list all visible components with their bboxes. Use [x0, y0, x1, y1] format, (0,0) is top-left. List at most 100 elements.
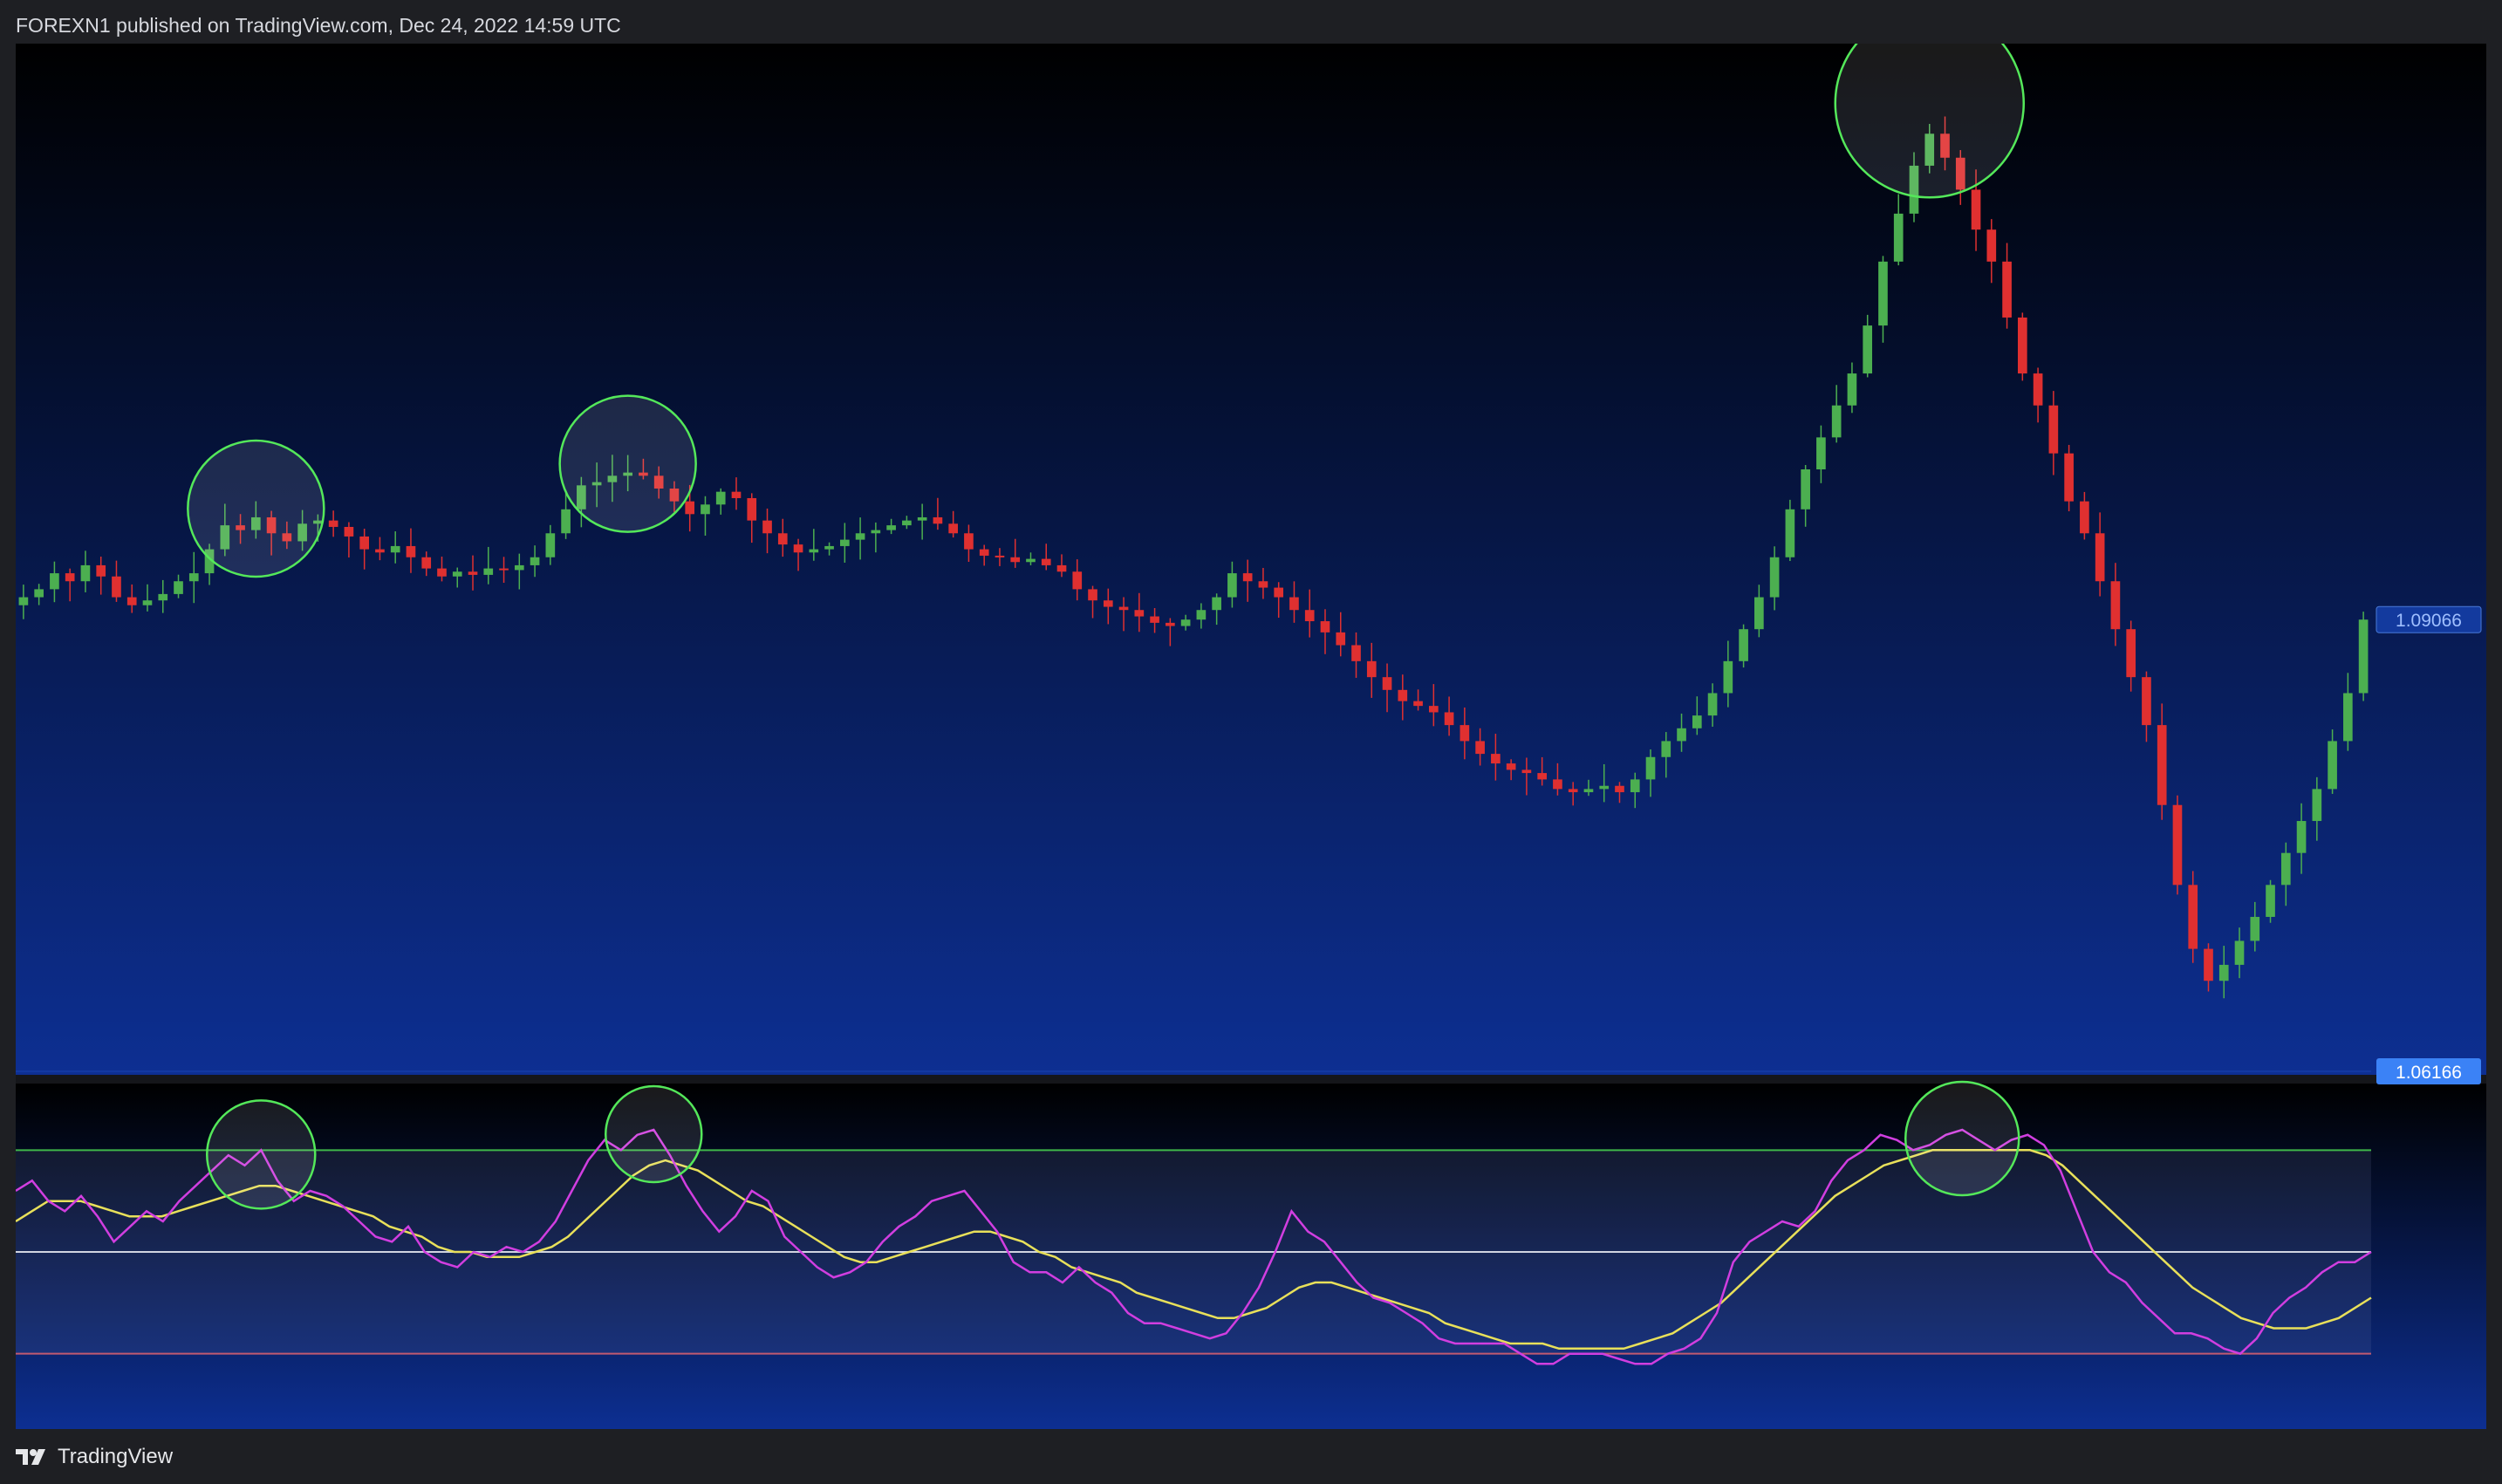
- candle-body: [2204, 948, 2213, 981]
- candle: [1041, 544, 1051, 571]
- tradingview-brand[interactable]: TradingView: [58, 1445, 174, 1468]
- candle: [1553, 763, 1562, 796]
- chart-canvas[interactable]: 1.09066 1.06166: [16, 44, 2486, 1429]
- candle: [2110, 563, 2121, 646]
- rsi-line: [16, 1128, 2372, 1365]
- candle: [1289, 581, 1299, 623]
- candle-body: [2095, 533, 2105, 582]
- candle: [236, 514, 245, 544]
- price-pane-background: [16, 44, 2486, 1075]
- candle: [1630, 772, 1640, 809]
- candle-body: [1769, 557, 1780, 598]
- candle-body: [1893, 213, 1904, 262]
- candle-body: [50, 573, 59, 590]
- candle-body: [530, 557, 540, 565]
- candle-body: [871, 530, 881, 534]
- candle: [18, 585, 29, 619]
- candle: [577, 476, 586, 528]
- candle: [964, 524, 974, 562]
- candle-body: [1041, 558, 1051, 565]
- candle: [328, 510, 338, 537]
- highlight-circles: [187, 44, 2025, 578]
- candle-body: [1475, 741, 1485, 755]
- candle-body: [126, 597, 137, 605]
- candle-body: [1118, 606, 1129, 611]
- candle: [1878, 256, 1888, 343]
- rsi-highlight-circle: [605, 1084, 703, 1184]
- candle-body: [1026, 558, 1036, 563]
- candle: [1677, 713, 1686, 752]
- candle-body: [2188, 885, 2198, 949]
- candle-body: [1429, 706, 1439, 713]
- candle: [2204, 943, 2213, 992]
- candle: [1739, 624, 1748, 668]
- candle: [701, 496, 710, 536]
- candle-body: [297, 523, 307, 542]
- candle-body: [112, 576, 121, 598]
- candle-body: [1180, 619, 1191, 626]
- candle-body: [1366, 660, 1377, 678]
- candle-body: [1134, 610, 1145, 617]
- candle-body: [1506, 763, 1516, 770]
- candle-body: [762, 520, 772, 534]
- candle: [2343, 673, 2353, 751]
- rsi-pane[interactable]: [16, 1080, 2486, 1429]
- highlight-circle: [187, 439, 325, 578]
- candle-body: [2126, 629, 2136, 678]
- candle-body: [1831, 405, 1842, 438]
- candle-body: [979, 549, 989, 556]
- candle: [1429, 684, 1439, 727]
- candle: [1242, 559, 1253, 602]
- candle-body: [1289, 597, 1299, 611]
- candle-body: [1413, 701, 1423, 707]
- candle-body: [1754, 597, 1764, 630]
- candle-body: [1088, 589, 1097, 601]
- candle-body: [1444, 712, 1454, 726]
- candle: [1118, 597, 1129, 632]
- candle-body: [2064, 453, 2074, 502]
- chart-frame[interactable]: 1.09066 1.06166: [16, 44, 2486, 1429]
- candle: [112, 560, 121, 602]
- candle-body: [80, 564, 91, 582]
- candle: [1491, 734, 1501, 781]
- candle: [561, 491, 571, 539]
- candle-body: [964, 533, 974, 550]
- tradingview-logo-icon[interactable]: [16, 1447, 49, 1467]
- candle-body: [483, 568, 494, 575]
- candle-body: [1242, 573, 1253, 582]
- candle: [1351, 632, 1361, 678]
- candle: [2080, 491, 2089, 540]
- candle: [2234, 927, 2245, 979]
- candle: [50, 561, 59, 603]
- candle-body: [1320, 621, 1330, 633]
- candle: [933, 497, 943, 530]
- price-pane[interactable]: [16, 44, 2486, 1075]
- candle: [174, 574, 183, 598]
- candle: [1398, 674, 1408, 721]
- candle-body: [328, 520, 338, 527]
- candle-body: [701, 504, 710, 515]
- candle-body: [2328, 741, 2337, 790]
- candle-body: [1909, 165, 1919, 214]
- candlestick-series: [18, 116, 2369, 999]
- candle-body: [2048, 405, 2059, 454]
- candle: [65, 568, 75, 602]
- candle: [1615, 782, 1624, 804]
- candle-body: [2110, 581, 2121, 630]
- candle-body: [809, 549, 819, 553]
- candle: [1413, 689, 1423, 711]
- candle: [1134, 592, 1145, 633]
- candle-body: [359, 536, 369, 550]
- candle: [591, 462, 602, 508]
- candle: [1196, 603, 1207, 629]
- candle-body: [2250, 916, 2260, 941]
- candle: [2142, 671, 2151, 742]
- candle: [406, 528, 416, 573]
- candle: [126, 584, 137, 613]
- last-price-tag: 1.09066: [2376, 605, 2482, 633]
- candle: [762, 508, 772, 554]
- candle: [1366, 642, 1377, 698]
- candle: [1583, 779, 1594, 797]
- candle: [204, 544, 215, 585]
- candle-body: [639, 472, 648, 476]
